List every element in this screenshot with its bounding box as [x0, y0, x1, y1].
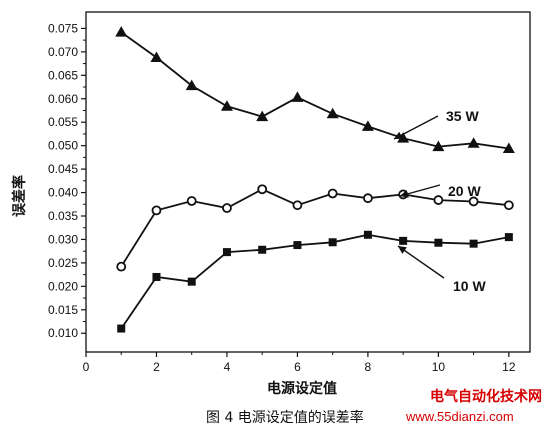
x-tick-label: 10 — [432, 360, 446, 374]
label-arrow-head — [394, 131, 403, 139]
x-tick-label: 0 — [83, 360, 90, 374]
x-tick-label: 2 — [153, 360, 160, 374]
data-point-square — [328, 238, 337, 247]
x-axis-label: 电源设定值 — [267, 380, 337, 397]
y-tick-label: 0.040 — [48, 186, 78, 200]
series-group — [115, 26, 515, 333]
figure-caption: 图 4 电源设定值的误差率 — [206, 410, 364, 426]
y-tick-label: 0.050 — [48, 139, 78, 153]
y-tick-label: 0.035 — [48, 209, 78, 223]
data-point-triangle — [502, 142, 515, 153]
data-point-triangle — [256, 110, 269, 122]
label-arrow-line — [397, 245, 445, 279]
data-point-circle — [257, 184, 268, 195]
y-tick-label: 0.060 — [48, 92, 78, 106]
y-tick-label: 0.010 — [48, 326, 78, 340]
plot-frame — [85, 11, 531, 353]
data-point-circle — [151, 205, 162, 216]
label-arrow-head — [400, 190, 409, 198]
data-point-square — [258, 245, 267, 254]
data-point-triangle — [150, 51, 163, 62]
label-arrow-head — [398, 246, 407, 254]
x-tick-label: 4 — [224, 360, 231, 374]
y-tick-label: 0.030 — [48, 232, 78, 246]
data-point-triangle — [326, 107, 339, 119]
y-tick-label: 0.025 — [48, 256, 78, 270]
data-point-square — [187, 277, 196, 286]
data-point-circle — [116, 261, 127, 272]
data-point-square — [363, 230, 372, 239]
series-labels: 35 W 20 W 10 W — [393, 108, 486, 294]
y-tick-label: 0.020 — [48, 279, 78, 293]
series-line — [120, 31, 510, 150]
data-point-square — [152, 272, 161, 281]
axes — [85, 11, 531, 353]
data-point-square — [293, 241, 302, 250]
y-tick-label: 0.055 — [48, 115, 78, 129]
y-axis-label: 误差率 — [11, 175, 28, 217]
data-point-triangle — [220, 100, 233, 111]
series-name-label: 35 W — [446, 108, 479, 124]
data-point-circle — [468, 196, 479, 207]
data-point-triangle — [432, 140, 445, 152]
y-tick-label: 0.015 — [48, 303, 78, 317]
data-point-square — [399, 236, 408, 245]
watermark-site-name: 电气自动化技术网 — [430, 389, 542, 405]
y-tick-label: 0.070 — [48, 45, 78, 59]
y-tick-label: 0.065 — [48, 68, 78, 82]
data-point-square — [222, 248, 231, 257]
data-point-triangle — [291, 91, 304, 102]
data-point-triangle — [361, 120, 374, 131]
data-point-triangle — [115, 26, 128, 37]
data-point-square — [469, 239, 478, 248]
data-point-circle — [433, 195, 444, 205]
series-line — [120, 188, 509, 268]
data-point-circle — [327, 188, 338, 199]
data-point-square — [504, 233, 513, 242]
data-point-triangle — [185, 79, 198, 91]
series-name-label: 10 W — [453, 278, 486, 294]
series-name-label: 20 W — [448, 183, 481, 199]
data-point-square — [434, 238, 443, 247]
watermark-url: www.55dianzi.com — [406, 409, 514, 424]
axis-ticks: 0.010 0.015 0.020 0.025 0.030 0.035 0.040 0.045… — [48, 21, 516, 374]
data-point-circle — [222, 203, 232, 213]
x-tick-label: 12 — [502, 360, 516, 374]
label-arrow-line — [393, 115, 439, 140]
data-point-circle — [503, 200, 514, 211]
data-point-circle — [186, 196, 197, 206]
y-tick-label: 0.075 — [48, 21, 78, 35]
x-tick-label: 8 — [365, 360, 372, 374]
data-point-circle — [292, 200, 303, 211]
data-point-triangle — [397, 132, 410, 143]
data-point-circle — [363, 193, 373, 204]
data-point-square — [117, 324, 126, 333]
series-line — [120, 233, 510, 330]
y-tick-label: 0.045 — [48, 162, 78, 176]
data-point-triangle — [467, 137, 480, 148]
x-tick-label: 6 — [294, 360, 301, 374]
